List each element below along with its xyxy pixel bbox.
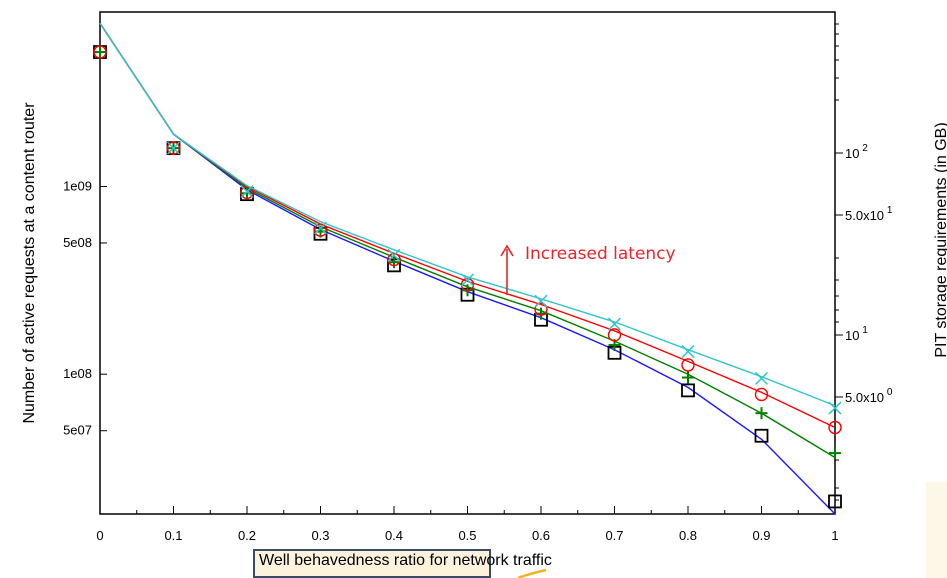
data-point-x xyxy=(460,273,475,287)
x-axis-ticks: 0 0.1 0.2 0.3 0.4 0.5 0.6 0.7 0.8 0.9 1 xyxy=(96,506,839,543)
x-tick-label: 0 xyxy=(96,528,103,543)
side-panel-decoration xyxy=(926,482,947,578)
series-line xyxy=(99,22,836,515)
right-tick-label: 5.0x10 1 xyxy=(845,205,893,223)
data-point-circle xyxy=(681,358,695,372)
data-point-plus xyxy=(94,46,106,59)
y-axis-label: Number of active requests at a content r… xyxy=(21,102,38,424)
series-line xyxy=(99,22,836,459)
x-tick-label: 0.5 xyxy=(458,528,476,543)
data-point-x xyxy=(313,221,328,235)
series-layer xyxy=(93,22,842,515)
x-b xyxy=(387,248,401,262)
series-line xyxy=(99,22,836,429)
right-axis-ticks: 10 2 5.0x10 1 10 1 5.0x10 0 xyxy=(835,23,893,501)
y-tick-label: 5e07 xyxy=(63,423,92,438)
x-b xyxy=(240,184,254,199)
data-point-square xyxy=(681,383,695,398)
x-b xyxy=(681,345,695,359)
x-tick-label: 0.7 xyxy=(605,528,623,543)
x-tick-label: 0.4 xyxy=(385,528,403,543)
x-axis-label-text: Well behavedness ratio for network traff… xyxy=(259,552,552,569)
data-point-x xyxy=(754,371,769,385)
x-b xyxy=(313,221,328,235)
x-axis-label-highlight xyxy=(253,549,491,578)
data-point-plus xyxy=(755,407,768,420)
data-point-circle xyxy=(828,420,842,435)
y-tick-label: 1e09 xyxy=(63,178,92,193)
plot-frame xyxy=(99,11,836,515)
right-tick-label: 5.0x10 0 xyxy=(845,387,893,405)
data-point-circle xyxy=(387,252,401,267)
data-point-x xyxy=(387,248,401,262)
data-point-square xyxy=(828,494,842,509)
data-point-x xyxy=(166,141,181,155)
data-point-x xyxy=(681,345,695,359)
data-point-circle xyxy=(460,277,475,292)
annotation-arrow-head xyxy=(500,244,514,257)
data-point-x xyxy=(534,294,548,308)
data-point-square xyxy=(754,428,769,443)
annotation-text: Increased latency xyxy=(525,244,676,264)
series-line xyxy=(99,22,836,407)
right-axis-label: PIT storage requirements (in GB) xyxy=(933,122,947,357)
x-b xyxy=(607,317,622,331)
data-point-circle xyxy=(607,328,622,342)
x-tick-label: 0.8 xyxy=(679,528,697,543)
x-axis-label: Well behavedness ratio for network traff… xyxy=(259,552,552,570)
data-point-circle xyxy=(93,45,107,59)
x-b xyxy=(460,273,475,287)
x-b xyxy=(534,294,548,308)
x-tick-label: 1 xyxy=(831,528,838,543)
data-point-circle xyxy=(313,223,328,237)
y-axis-ticks: 1e09 5e08 1e08 5e07 xyxy=(63,178,107,438)
x-tick-label: 0.9 xyxy=(752,528,770,543)
y-tick-label: 1e08 xyxy=(63,366,92,381)
x-b xyxy=(828,401,842,415)
data-point-plus xyxy=(829,447,841,460)
data-point-circle xyxy=(166,141,181,155)
data-point-plus xyxy=(241,187,253,200)
annotation-group: Increased latency xyxy=(500,244,676,295)
data-point-x xyxy=(240,184,254,199)
data-point-circle xyxy=(754,387,769,402)
data-point-circle xyxy=(534,302,548,316)
y-tick-label: 5e08 xyxy=(63,235,92,250)
data-point-plus xyxy=(682,371,694,384)
data-point-x xyxy=(607,317,622,331)
x-tick-label: 0.1 xyxy=(164,528,182,543)
swoosh-decoration xyxy=(517,568,547,578)
data-point-plus xyxy=(388,256,400,269)
x-b xyxy=(166,141,181,155)
x-tick-label: 0.2 xyxy=(238,528,256,543)
x-tick-label: 0.3 xyxy=(311,528,329,543)
right-tick-label: 10 1 xyxy=(845,325,868,343)
x-b xyxy=(754,371,769,385)
x-tick-label: 0.6 xyxy=(532,528,550,543)
data-point-x xyxy=(828,401,842,415)
right-tick-label: 10 2 xyxy=(845,143,868,161)
